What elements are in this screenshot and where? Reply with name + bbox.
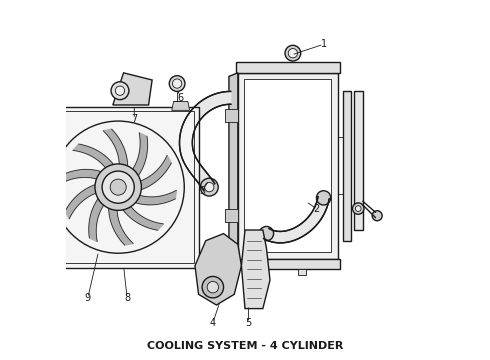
Circle shape xyxy=(102,171,134,203)
Circle shape xyxy=(111,82,129,100)
Text: 7: 7 xyxy=(131,114,137,124)
Polygon shape xyxy=(298,269,306,275)
Polygon shape xyxy=(119,201,164,230)
Circle shape xyxy=(172,79,182,88)
Polygon shape xyxy=(89,193,108,242)
Circle shape xyxy=(205,183,214,192)
Text: 3: 3 xyxy=(199,186,205,196)
Text: 2: 2 xyxy=(313,203,319,213)
Circle shape xyxy=(115,86,124,95)
Polygon shape xyxy=(129,133,147,181)
Circle shape xyxy=(200,178,218,196)
Text: 1: 1 xyxy=(320,39,327,49)
Polygon shape xyxy=(259,269,267,275)
Polygon shape xyxy=(60,170,108,184)
Polygon shape xyxy=(38,107,198,267)
Polygon shape xyxy=(245,79,331,252)
Circle shape xyxy=(372,211,382,221)
Circle shape xyxy=(352,203,364,214)
Circle shape xyxy=(317,191,331,205)
Text: 5: 5 xyxy=(245,318,252,328)
Circle shape xyxy=(52,121,184,253)
Text: COOLING SYSTEM - 4 CYLINDER: COOLING SYSTEM - 4 CYLINDER xyxy=(147,341,343,351)
Polygon shape xyxy=(229,73,238,258)
Polygon shape xyxy=(129,190,176,205)
Polygon shape xyxy=(236,258,340,269)
Polygon shape xyxy=(113,73,152,105)
Polygon shape xyxy=(343,91,351,241)
Polygon shape xyxy=(242,230,270,309)
Text: 8: 8 xyxy=(124,293,130,303)
Circle shape xyxy=(259,226,273,241)
Polygon shape xyxy=(236,62,340,73)
Polygon shape xyxy=(354,91,363,230)
Polygon shape xyxy=(195,234,242,305)
Circle shape xyxy=(285,45,301,61)
Text: 4: 4 xyxy=(210,318,216,328)
Polygon shape xyxy=(103,129,128,173)
Circle shape xyxy=(355,206,361,211)
Circle shape xyxy=(110,179,126,195)
Polygon shape xyxy=(264,197,329,243)
Polygon shape xyxy=(47,102,65,111)
Polygon shape xyxy=(109,201,133,245)
Circle shape xyxy=(169,76,185,91)
Circle shape xyxy=(95,164,142,210)
Polygon shape xyxy=(179,91,231,190)
Circle shape xyxy=(288,49,297,58)
Text: 6: 6 xyxy=(178,93,184,103)
Polygon shape xyxy=(238,73,338,258)
Polygon shape xyxy=(172,102,190,111)
Circle shape xyxy=(207,282,219,293)
Polygon shape xyxy=(225,109,238,122)
Polygon shape xyxy=(65,183,102,219)
Circle shape xyxy=(202,276,223,298)
Polygon shape xyxy=(225,209,238,222)
Text: 9: 9 xyxy=(85,293,91,303)
Polygon shape xyxy=(73,144,117,173)
Polygon shape xyxy=(134,156,172,192)
